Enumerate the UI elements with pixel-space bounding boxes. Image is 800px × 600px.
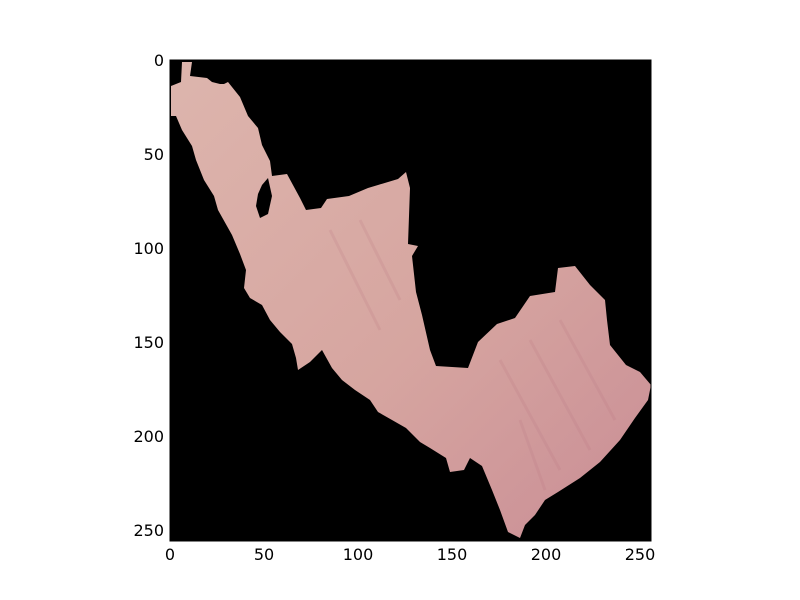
skin-texture <box>328 219 617 491</box>
x-tick-label: 200 <box>531 545 562 564</box>
x-tick-label: 50 <box>254 545 274 564</box>
skin-region <box>171 62 651 538</box>
y-tick-label: 200 <box>133 427 164 446</box>
x-tick-label: 150 <box>437 545 468 564</box>
skin-region-hole <box>256 178 272 218</box>
y-tick-label: 0 <box>154 51 164 70</box>
x-tick-label: 0 <box>165 545 175 564</box>
y-tick-label: 250 <box>133 521 164 540</box>
y-tick-label: 50 <box>144 145 164 164</box>
axes-frame <box>169 59 652 542</box>
x-tick-label: 250 <box>625 545 656 564</box>
plot-area <box>169 59 652 542</box>
x-axis: 0 50 100 150 200 250 <box>165 535 655 564</box>
y-tick-label: 100 <box>133 239 164 258</box>
y-tick-label: 150 <box>133 333 164 352</box>
x-tick-label: 100 <box>343 545 374 564</box>
y-axis: 0 50 100 150 200 250 <box>133 51 176 540</box>
